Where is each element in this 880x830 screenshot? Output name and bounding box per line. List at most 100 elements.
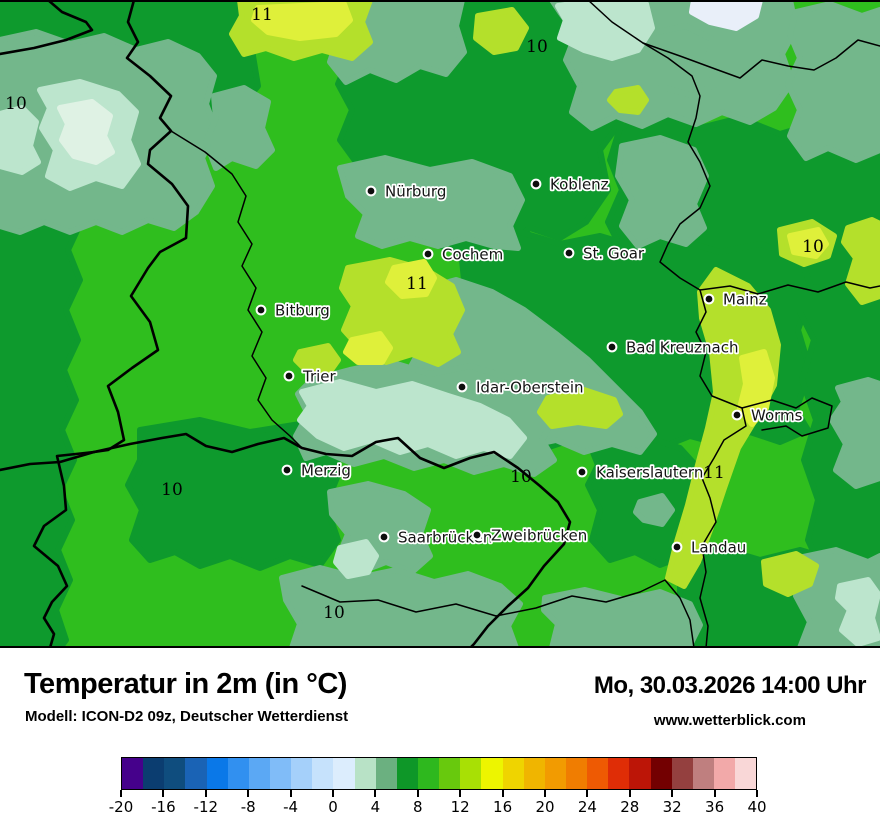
city-label: Merzig [301, 462, 351, 480]
colorbar-segment [587, 758, 609, 789]
city-label: Koblenz [550, 176, 609, 194]
city-marker: Cochem [422, 244, 505, 265]
city-markers: Nürburg Koblenz Cochem St. Goar Bitburg Mainz… [255, 174, 804, 558]
forecast-datetime: Mo, 30.03.2026 14:00 Uhr [593, 672, 867, 699]
website-url: www.wetterblick.com [653, 712, 806, 729]
map-frame-bottom [0, 646, 880, 648]
city-marker: Idar-Oberstein [456, 377, 585, 398]
city-marker-dot [283, 370, 295, 382]
colorbar-segment [608, 758, 630, 789]
colorbar-segment [269, 758, 292, 789]
colorbar-tick [586, 790, 589, 797]
city-marker-dot [281, 464, 293, 476]
city-marker-dot [365, 185, 377, 197]
colorbar-tick [247, 790, 250, 797]
colorbar-segment [544, 758, 566, 789]
colorbar-tick-label: 4 [370, 798, 381, 816]
city-marker-dot [563, 247, 575, 259]
city-marker: Mainz [703, 289, 769, 310]
city-marker-dot [731, 409, 743, 421]
colorbar-segment [375, 758, 397, 789]
city-marker-dot [255, 304, 267, 316]
city-marker: Koblenz [530, 174, 610, 195]
city-marker: St. Goar [563, 243, 647, 264]
colorbar-tick-label: 16 [493, 798, 513, 816]
colorbar-segment [629, 758, 651, 789]
city-label: Bad Kreuznach [626, 339, 739, 357]
temperature-value: 11 [703, 463, 725, 483]
colorbar-tick-label: 24 [577, 798, 597, 816]
city-label: Zweibrücken [491, 527, 587, 545]
colorbar-tick-label: -20 [108, 798, 134, 816]
colorbar-segment [206, 758, 228, 789]
city-label: Trier [302, 368, 337, 386]
colorbar-segment [671, 758, 693, 789]
colorbar-segment [291, 758, 313, 789]
temperature-value: 10 [802, 237, 824, 257]
city-label: Nürburg [385, 183, 446, 201]
city-label: St. Goar [583, 245, 645, 263]
city-label: Landau [691, 539, 746, 557]
colorbar-ticks [120, 790, 758, 797]
map-area: 11 10 10 10 11 10 11 10 10 Nürburg Koblenz Cochem S… [0, 0, 880, 651]
temperature-value: 11 [251, 5, 273, 25]
colorbar-tick-label: 36 [705, 798, 725, 816]
temperature-map: 11 10 10 10 11 10 11 10 10 Nürburg Koblenz Cochem S… [0, 0, 880, 651]
temperature-value: 11 [406, 274, 428, 294]
colorbar-segment [354, 758, 376, 789]
colorbar-segment [143, 758, 165, 789]
colorbar-segment [248, 758, 270, 789]
city-marker: Bitburg [255, 300, 331, 321]
city-marker: Saarbrücken [378, 527, 494, 548]
city-label: Saarbrücken [398, 529, 492, 547]
temperature-value: 10 [5, 94, 27, 114]
temperature-value: 10 [526, 37, 548, 57]
colorbar-segment [460, 758, 482, 789]
colorbar-tick [332, 790, 334, 797]
city-marker: Bad Kreuznach [606, 337, 740, 358]
colorbar-segment [417, 758, 440, 789]
colorbar-segment [333, 758, 355, 789]
state-borders [0, 0, 880, 650]
temp-regions-warm [229, 0, 880, 597]
model-info: Modell: ICON-D2 09z, Deutscher Wetterdie… [25, 708, 349, 725]
city-label: Bitburg [275, 302, 330, 320]
colorbar-tick [756, 790, 758, 797]
colorbar-segment [713, 758, 736, 789]
city-label: Idar-Oberstein [476, 379, 584, 397]
colorbar-segment [396, 758, 418, 789]
colorbar-segment [164, 758, 186, 789]
colorbar-segment [122, 758, 144, 789]
colorbar-tick [289, 790, 292, 797]
colorbar-segment [735, 758, 757, 789]
city-marker-dot [703, 293, 715, 305]
colorbar-tick [120, 790, 122, 797]
colorbar-tick-labels: -20 -16 -12 -8 -4 0 4 8 12 16 20 24 28 32 36 40 [109, 798, 767, 818]
city-marker-dot [456, 381, 468, 393]
temperature-value: 10 [161, 480, 183, 500]
city-marker: Landau [671, 537, 748, 558]
colorbar-segment [312, 758, 334, 789]
colorbar-tick [416, 790, 419, 797]
temperature-colorbar [121, 757, 757, 790]
city-label: Kaiserslautern [596, 464, 703, 482]
colorbar-segment [185, 758, 207, 789]
colorbar-tick [671, 790, 674, 797]
colorbar-tick-label: 28 [620, 798, 640, 816]
colorbar-segment [227, 758, 249, 789]
page-title: Temperatur in 2m (in °C) [24, 668, 347, 700]
temperature-value: 10 [323, 603, 345, 623]
colorbar-tick [204, 790, 207, 797]
colorbar-tick [713, 790, 716, 797]
temp-regions-mint [0, 0, 880, 647]
colorbar-segment [692, 758, 714, 789]
city-marker: Worms [731, 405, 804, 426]
colorbar-tick-label: 32 [662, 798, 682, 816]
city-marker-dot [378, 531, 390, 543]
colorbar-segment [502, 758, 524, 789]
city-marker-dot [471, 529, 483, 541]
city-marker: Trier [283, 366, 338, 387]
temperature-value: 10 [510, 467, 532, 487]
city-marker: Kaiserslautern [576, 462, 705, 483]
